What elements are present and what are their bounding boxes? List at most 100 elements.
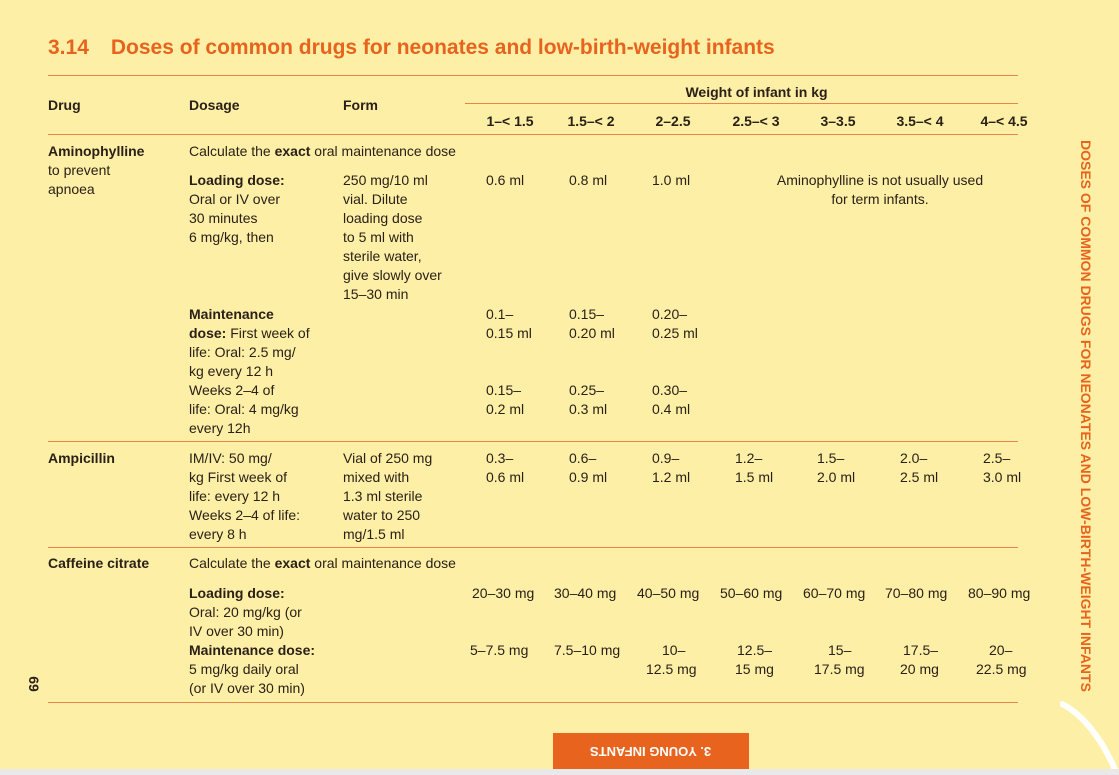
calc-note-bold: exact (274, 143, 311, 159)
section-title-text: Doses of common drugs for neonates and l… (110, 36, 775, 59)
ampicillin-dosage-2: kg First week of (189, 469, 288, 485)
weight-col-7: 4–< 4.5 (980, 113, 1028, 129)
caffeine-maint-line-1: 5 mg/kg daily oral (189, 661, 299, 677)
ampicillin-value-1a: 0.3– (486, 450, 514, 466)
aminophylline-term-note-1: Aminophylline is not usually used (776, 172, 984, 188)
caffeine-loading-value-4: 50–60 mg (720, 585, 783, 601)
aminophylline-wk24-value-1b: 0.2 ml (486, 401, 525, 417)
chapter-tab: 3. YOUNG INFANTS (553, 733, 749, 770)
header-form: Form (343, 97, 378, 113)
aminophylline-maint-label: Maintenance (189, 306, 274, 322)
weight-group-rule (465, 103, 1018, 104)
ampicillin-value-4a: 1.2– (735, 450, 763, 466)
sidebar-running-title: DOSES OF COMMON DRUGS FOR NEONATES AND L… (1078, 140, 1094, 692)
aminophylline-wk1-value-2b: 0.20 ml (569, 325, 615, 341)
ampicillin-value-6a: 2.0– (900, 450, 928, 466)
table-bottom-rule (48, 702, 1018, 703)
section-number: 3.14 (48, 36, 89, 59)
aminophylline-maint-line-2: kg every 12 h (189, 363, 274, 379)
caffeine-loading-value-3: 40–50 mg (637, 585, 700, 601)
ampicillin-dosage-3: life: every 12 h (189, 488, 281, 504)
aminophylline-form-3: loading dose (343, 210, 423, 226)
aminophylline-loading-label: Loading dose: (189, 172, 285, 188)
aminophylline-wk24-value-2a: 0.25– (569, 382, 605, 398)
aminophylline-wk24-value-1a: 0.15– (486, 382, 522, 398)
ampicillin-value-7b: 3.0 ml (983, 469, 1022, 485)
caffeine-maint-value-4b: 15 mg (735, 661, 774, 677)
ampicillin-form-4: water to 250 (343, 507, 421, 523)
caffeine-maint-value-7b: 22.5 mg (976, 661, 1027, 677)
aminophylline-wk1-value-2a: 0.15– (569, 306, 605, 322)
caffeine-maint-value-7a: 20– (989, 642, 1013, 658)
aminophylline-maint-line-5: every 12h (189, 420, 251, 436)
row-rule-caffeine (48, 547, 1018, 548)
aminophylline-form-2: vial. Dilute (343, 191, 408, 207)
maint-dose-rest: First week of (226, 325, 310, 341)
aminophylline-loading-line-2: 30 minutes (189, 210, 258, 226)
page-number: 69 (24, 676, 44, 706)
caffeine-maint-value-6a: 17.5– (903, 642, 939, 658)
drug-aminophylline-purpose-1: to prevent (48, 162, 111, 178)
calc-note-pre: Calculate the (189, 143, 275, 159)
caffeine-maint-value-4a: 12.5– (737, 642, 773, 658)
ampicillin-value-4b: 1.5 ml (735, 469, 774, 485)
page-number-text: 69 (26, 676, 42, 692)
aminophylline-loading-value-1: 0.6 ml (486, 172, 525, 188)
caffeine-maint-value-2: 7.5–10 mg (554, 642, 621, 658)
caffeine-maint-value-5a: 15– (828, 642, 852, 658)
aminophylline-term-note-2: for term infants. (831, 191, 929, 207)
page-curl-decoration (1060, 701, 1119, 775)
ampicillin-dosage-4: Weeks 2–4 of life: (189, 507, 301, 523)
aminophylline-wk24-value-3b: 0.4 ml (652, 401, 691, 417)
drug-aminophylline: Aminophylline (48, 143, 145, 159)
ampicillin-form-1: Vial of 250 mg (343, 450, 433, 466)
aminophylline-form-6: give slowly over (343, 267, 442, 283)
caffeine-loading-value-1: 20–30 mg (472, 585, 535, 601)
drug-ampicillin: Ampicillin (48, 450, 115, 466)
ampicillin-form-3: 1.3 ml sterile (343, 488, 423, 504)
aminophylline-wk1-value-1a: 0.1– (486, 306, 514, 322)
ampicillin-form-2: mixed with (343, 469, 410, 485)
caffeine-calc-note: Calculate the exact oral maintenance dos… (189, 554, 456, 573)
weight-col-4: 2.5–< 3 (732, 113, 780, 129)
caffeine-loading-value-2: 30–40 mg (554, 585, 617, 601)
aminophylline-wk1-value-1b: 0.15 ml (486, 325, 532, 341)
ampicillin-dosage-1: IM/IV: 50 mg/ (189, 450, 272, 466)
caffeine-maint-value-1: 5–7.5 mg (470, 642, 529, 658)
ampicillin-value-3a: 0.9– (652, 450, 680, 466)
caffeine-loading-line-2: IV over 30 min) (189, 623, 284, 639)
aminophylline-maint-line-4: life: Oral: 4 mg/kg (189, 401, 299, 417)
caffeine-loading-value-6: 70–80 mg (885, 585, 948, 601)
weight-col-5: 3–3.5 (820, 113, 856, 129)
aminophylline-form-7: 15–30 min (343, 286, 409, 302)
maint-dose-bold: dose: (189, 325, 227, 341)
aminophylline-wk1-value-3b: 0.25 ml (652, 325, 698, 341)
header-drug: Drug (48, 97, 81, 113)
aminophylline-loading-line-3: 6 mg/kg, then (189, 229, 274, 245)
ampicillin-value-5a: 1.5– (817, 450, 845, 466)
aminophylline-form-5: sterile water, (343, 248, 422, 264)
chapter-tab-label: 3. YOUNG INFANTS (590, 744, 712, 759)
title-rule (48, 75, 1018, 76)
aminophylline-wk24-value-3a: 0.30– (652, 382, 688, 398)
weight-col-3: 2–2.5 (655, 113, 691, 129)
ampicillin-dosage-5: every 8 h (189, 526, 247, 542)
caffeine-maint-line-2: (or IV over 30 min) (189, 680, 305, 696)
aminophylline-loading-line-1: Oral or IV over (189, 191, 281, 207)
ampicillin-form-5: mg/1.5 ml (343, 526, 405, 542)
aminophylline-form-1: 250 mg/10 ml (343, 172, 428, 188)
aminophylline-maint-line-3: Weeks 2–4 of (189, 382, 275, 398)
ampicillin-value-2b: 0.9 ml (569, 469, 608, 485)
caffeine-loading-value-5: 60–70 mg (803, 585, 866, 601)
aminophylline-wk24-value-2b: 0.3 ml (569, 401, 608, 417)
drug-caffeine-citrate: Caffeine citrate (48, 555, 150, 571)
ampicillin-value-3b: 1.2 ml (652, 469, 691, 485)
weight-col-6: 3.5–< 4 (896, 113, 944, 129)
ampicillin-value-5b: 2.0 ml (817, 469, 856, 485)
weight-col-1: 1–< 1.5 (486, 113, 534, 129)
row-rule-ampicillin (48, 441, 1018, 442)
caffeine-loading-line-1: Oral: 20 mg/kg (or (189, 604, 302, 620)
ampicillin-value-7a: 2.5– (983, 450, 1011, 466)
aminophylline-calc-note: Calculate the exact oral maintenance dos… (189, 142, 456, 161)
caffeine-maint-label: Maintenance dose: (189, 642, 316, 658)
